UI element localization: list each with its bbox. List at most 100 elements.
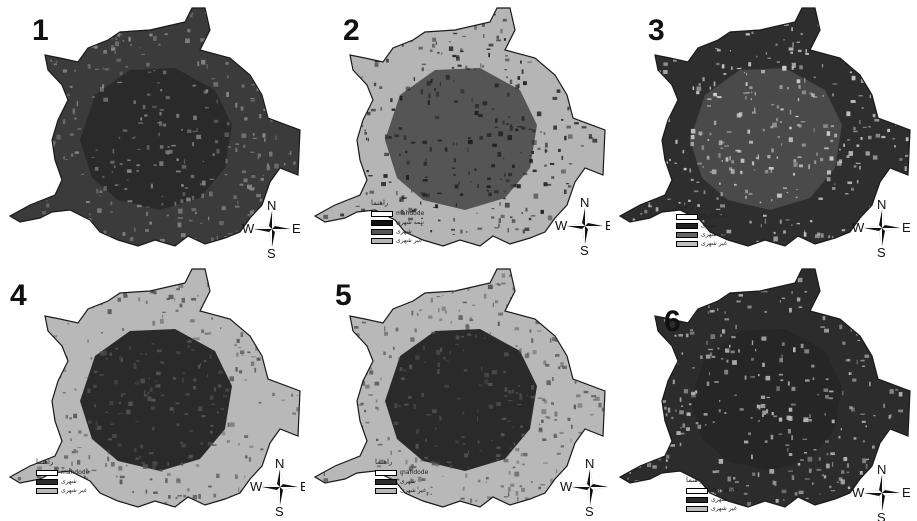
legend-label: غیر شهری	[701, 239, 727, 247]
legend-label: mahdode	[396, 209, 425, 217]
legend-title: راهنما	[36, 458, 54, 466]
compass-label-s: S	[585, 504, 594, 519]
north-arrow-compass-4: N S E W	[250, 456, 305, 519]
legend-label: غیر شهری	[61, 486, 87, 494]
legend-item: mahdode	[676, 212, 729, 221]
compass-label-s: S	[877, 245, 886, 260]
compass-label-w: W	[242, 221, 255, 236]
map-legend-6: راهنما mahdode شهری غیر شهری	[686, 477, 739, 513]
legend-item: غیر شهری	[36, 486, 89, 495]
legend-label: نیمه شهری	[396, 218, 424, 226]
legend-swatch	[36, 469, 58, 476]
legend-label: شهری	[711, 495, 727, 503]
city-map-3	[618, 7, 911, 247]
legend-item: غیر شهری	[676, 239, 729, 248]
compass-label-w: W	[555, 218, 568, 233]
map-panel-1: 1 N S E W	[0, 0, 305, 260]
north-arrow-compass-3: N S E W	[852, 197, 912, 260]
compass-label-e: E	[902, 485, 911, 500]
legend-swatch	[676, 222, 698, 229]
legend-label: نیمه شهری	[701, 230, 729, 238]
legend-item: شهری	[371, 227, 424, 236]
compass-rose-icon	[572, 469, 608, 505]
compass-label-e: E	[605, 218, 610, 233]
legend-item: نیمه شهری	[371, 218, 424, 227]
legend-item: mahdode	[36, 468, 89, 477]
compass-label-n: N	[275, 456, 285, 471]
legend-title: راهنما	[371, 199, 389, 207]
compass-label-n: N	[877, 462, 887, 477]
legend-title: راهنما	[676, 202, 694, 210]
panel-number-2: 2	[343, 14, 360, 47]
map-panel-6: 6 راهنما mahdode شهری غیر شهری N S E W	[610, 261, 915, 521]
legend-item: نیمه شهری	[676, 230, 729, 239]
legend-label: شهری	[396, 227, 412, 235]
legend-label: mahdode	[61, 468, 90, 476]
north-arrow-compass-6: N S E W	[852, 463, 912, 521]
compass-rose-icon	[262, 469, 298, 505]
map-panel-4: 4 راهنما mahdode شهری غیر شهری N S E W	[0, 261, 305, 521]
legend-label: غیر شهری	[400, 486, 426, 494]
legend-item: غیر شهری	[371, 236, 424, 245]
north-arrow-compass-1: N S E W	[242, 198, 302, 260]
legend-item: شهری	[375, 477, 428, 486]
legend-label: غیر شهری	[711, 504, 737, 512]
map-legend-4: راهنما mahdode شهری غیر شهری	[36, 459, 89, 495]
legend-swatch	[371, 210, 393, 217]
north-arrow-compass-2: N S E W	[555, 195, 610, 258]
legend-item: شهری	[676, 221, 729, 230]
legend-item: غیر شهری	[375, 486, 428, 495]
compass-label-e: E	[292, 221, 301, 236]
legend-swatch	[676, 240, 698, 247]
legend-swatch	[375, 487, 397, 494]
compass-label-e: E	[902, 220, 911, 235]
legend-swatch	[36, 487, 58, 494]
legend-label: غیر شهری	[396, 236, 422, 244]
legend-item: mahdode	[375, 468, 428, 477]
legend-swatch	[371, 237, 393, 244]
panel-number-6: 6	[664, 305, 681, 338]
city-map-4	[8, 268, 301, 508]
compass-label-n: N	[580, 195, 590, 210]
legend-swatch	[676, 231, 698, 238]
compass-rose-icon	[567, 208, 603, 244]
city-map-1	[8, 7, 301, 247]
legend-swatch	[686, 505, 708, 512]
legend-label: شهری	[701, 221, 717, 229]
legend-item: mahdode	[686, 486, 739, 495]
legend-item: شهری	[36, 477, 89, 486]
legend-swatch	[371, 219, 393, 226]
legend-label: شهری	[400, 477, 416, 485]
compass-label-n: N	[267, 198, 277, 213]
legend-label: mahdode	[701, 212, 730, 220]
city-map-5	[313, 268, 606, 508]
compass-label-n: N	[877, 197, 887, 212]
land-use-texture	[15, 10, 300, 246]
map-legend-3: راهنما mahdode شهری نیمه شهری غیر شهری	[676, 203, 729, 248]
panel-number-3: 3	[648, 14, 665, 47]
compass-label-s: S	[580, 243, 589, 258]
compass-label-w: W	[250, 479, 263, 494]
compass-label-n: N	[585, 456, 595, 471]
legend-swatch	[375, 469, 397, 476]
legend-label: شهری	[61, 477, 77, 485]
legend-swatch	[676, 213, 698, 220]
compass-rose-icon	[254, 211, 290, 247]
map-legend-2: راهنما mahdode نیمه شهری شهری غیر شهری	[371, 200, 424, 245]
compass-rose-icon	[864, 210, 900, 246]
compass-label-s: S	[275, 504, 284, 519]
compass-label-w: W	[852, 220, 865, 235]
legend-label: mahdode	[711, 486, 740, 494]
panel-number-1: 1	[32, 14, 49, 47]
legend-swatch	[36, 478, 58, 485]
legend-swatch	[375, 478, 397, 485]
map-panel-3: 3 راهنما mahdode شهری نیمه شهری غیر شهری N S E…	[610, 0, 915, 260]
legend-swatch	[686, 496, 708, 503]
legend-swatch	[371, 228, 393, 235]
legend-label: mahdode	[400, 468, 429, 476]
compass-label-w: W	[560, 479, 573, 494]
panel-number-4: 4	[10, 279, 27, 312]
map-panel-2: 2 راهنما mahdode نیمه شهری شهری غیر شهری N S E…	[305, 0, 610, 260]
